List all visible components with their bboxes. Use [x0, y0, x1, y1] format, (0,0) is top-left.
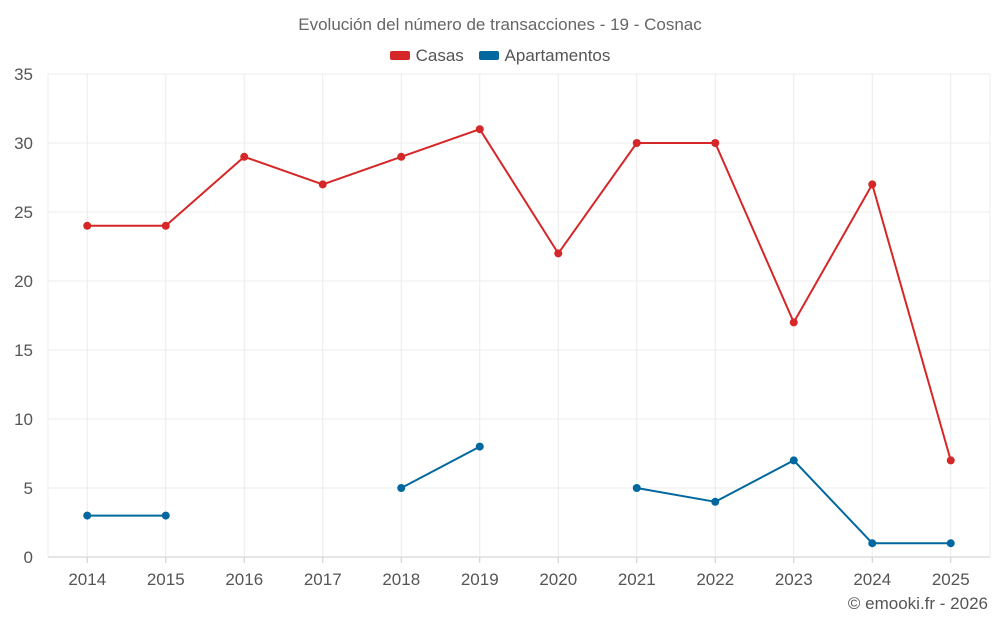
data-point-apartamentos	[83, 511, 92, 520]
data-point-apartamentos	[789, 456, 798, 465]
data-point-casas	[397, 152, 406, 161]
legend-swatch-casas	[389, 51, 410, 60]
data-point-casas	[554, 249, 563, 258]
x-tick-label: 2024	[853, 570, 891, 589]
series-line-casas	[87, 128, 952, 461]
data-point-apartamentos	[475, 442, 484, 451]
data-point-apartamentos	[868, 539, 877, 548]
legend: Casas Apartamentos	[0, 45, 1000, 66]
data-point-casas	[711, 139, 720, 147]
x-tick-label: 2022	[696, 570, 734, 589]
data-point-casas	[240, 152, 249, 161]
x-tick-label: 2021	[618, 570, 656, 589]
x-tick-label: 2025	[932, 570, 970, 589]
data-point-apartamentos	[632, 484, 641, 492]
x-tick-label: 2018	[382, 570, 420, 589]
data-point-apartamentos	[946, 539, 955, 548]
legend-label-apartamentos: Apartamentos	[504, 45, 611, 65]
y-tick-label: 5	[24, 479, 33, 498]
data-point-casas	[475, 125, 484, 134]
y-tick-label: 35	[14, 65, 33, 84]
y-tick-label: 0	[24, 548, 33, 567]
data-point-casas	[868, 180, 877, 189]
data-point-casas	[83, 221, 92, 230]
y-tick-label: 15	[14, 341, 33, 360]
y-tick-label: 25	[14, 203, 33, 222]
legend-item-casas[interactable]: Casas	[389, 45, 464, 66]
y-tick-label: 10	[14, 410, 33, 429]
data-point-casas	[161, 221, 170, 230]
legend-swatch-apartamentos	[478, 51, 499, 60]
data-point-casas	[318, 180, 327, 189]
legend-label-casas: Casas	[415, 45, 464, 65]
data-point-apartamentos	[397, 484, 406, 492]
x-tick-label: 2015	[147, 570, 185, 589]
data-point-apartamentos	[161, 511, 170, 520]
x-tick-label: 2023	[775, 570, 813, 589]
x-tick-label: 2016	[225, 570, 263, 589]
chart-title: Evolución del número de transacciones - …	[298, 15, 702, 34]
credit-text: © emooki.fr - 2026	[847, 594, 988, 613]
x-tick-label: 2017	[304, 570, 342, 589]
data-point-casas	[632, 139, 641, 147]
series-line-apartamentos	[400, 445, 481, 489]
y-tick-label: 30	[14, 134, 33, 153]
data-point-casas	[946, 456, 955, 465]
y-tick-label: 20	[14, 272, 33, 291]
data-point-casas	[789, 318, 798, 327]
legend-item-apartamentos[interactable]: Apartamentos	[478, 45, 611, 66]
data-point-apartamentos	[711, 497, 720, 506]
x-tick-label: 2019	[461, 570, 499, 589]
x-tick-label: 2014	[68, 570, 106, 589]
x-tick-label: 2020	[539, 570, 577, 589]
